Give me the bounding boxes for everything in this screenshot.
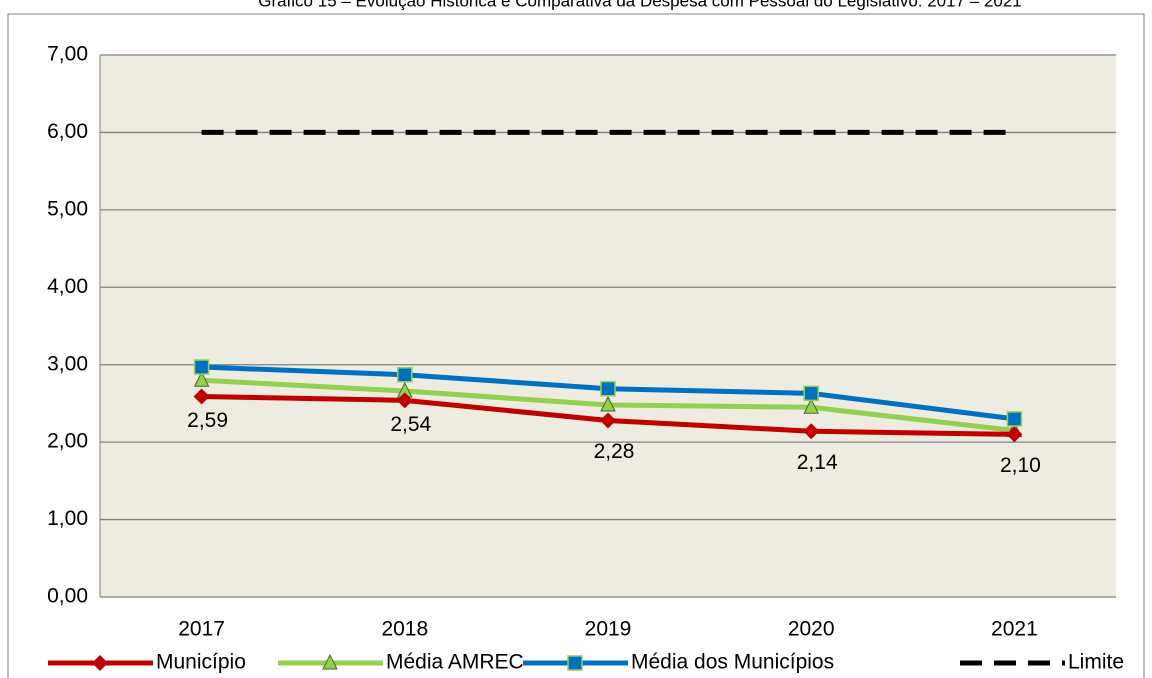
marker xyxy=(193,388,210,405)
marker xyxy=(396,392,413,409)
legend-label: Município xyxy=(156,651,246,674)
y-tick-label: 5,00 xyxy=(47,197,88,220)
x-tick-label: 2018 xyxy=(381,618,428,641)
legend-label: Limite xyxy=(1068,651,1124,674)
marker xyxy=(397,367,413,383)
marker xyxy=(600,395,616,412)
marker xyxy=(1006,426,1023,443)
data-label: 2,28 xyxy=(594,440,635,463)
chart-title: Gráfico 15 – Evolução Histórica e Compar… xyxy=(258,0,1022,10)
x-tick-label: 2021 xyxy=(991,618,1038,641)
data-label: 2,54 xyxy=(390,413,431,436)
x-tick-label: 2020 xyxy=(788,618,835,641)
legend-marker xyxy=(322,653,338,670)
x-tick-label: 2017 xyxy=(178,618,225,641)
y-tick-label: 0,00 xyxy=(47,585,88,608)
y-tick-label: 2,00 xyxy=(47,430,88,453)
y-tick-label: 1,00 xyxy=(47,507,88,530)
x-tick-label: 2019 xyxy=(585,618,632,641)
data-label: 2,59 xyxy=(187,409,228,432)
marker xyxy=(1006,411,1023,427)
legend-marker xyxy=(567,655,583,671)
y-tick-label: 7,00 xyxy=(47,43,88,66)
legend-marker xyxy=(92,655,108,671)
marker xyxy=(193,371,210,387)
marker xyxy=(600,412,616,429)
y-tick-label: 6,00 xyxy=(47,120,88,143)
marker xyxy=(803,385,819,402)
legend-label: Média dos Municípios xyxy=(631,651,834,674)
y-tick-label: 4,00 xyxy=(47,275,88,298)
marker xyxy=(600,380,616,397)
y-tick-label: 3,00 xyxy=(47,352,88,375)
marker xyxy=(803,398,820,414)
plot-area xyxy=(100,55,1116,597)
legend-label: Média AMREC xyxy=(386,651,524,674)
marker xyxy=(803,423,820,440)
marker xyxy=(193,359,210,375)
data-label: 2,14 xyxy=(797,451,838,474)
data-label: 2,10 xyxy=(1000,454,1041,477)
